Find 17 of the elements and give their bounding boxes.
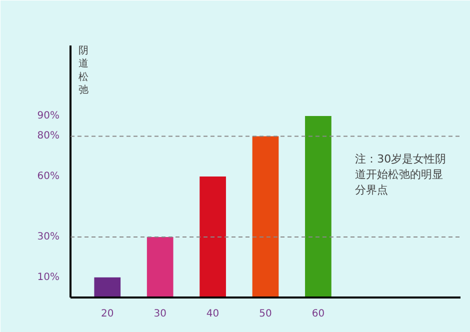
y-tick-label: 80%: [37, 130, 60, 142]
bar: [305, 116, 332, 298]
bar: [200, 176, 226, 298]
y-tick-label: 30%: [37, 232, 60, 243]
x-tick-label: 40: [206, 308, 220, 320]
x-tick-label: 60: [312, 308, 325, 320]
y-tick-label: 60%: [37, 171, 60, 182]
y-tick-label: 90%: [37, 110, 60, 122]
y-tick-label: 10%: [37, 272, 60, 283]
x-tick-label: 50: [259, 308, 272, 320]
bar: [94, 277, 121, 298]
bar: [252, 136, 279, 298]
x-tick-label: 30: [154, 308, 166, 320]
x-tick-label: 20: [101, 308, 114, 320]
text: 注：30岁是女性阴道开始松弛的明显分界点: [355, 152, 446, 197]
y-axis-title: 阴道松弛: [78, 46, 88, 96]
bar: [146, 237, 174, 298]
